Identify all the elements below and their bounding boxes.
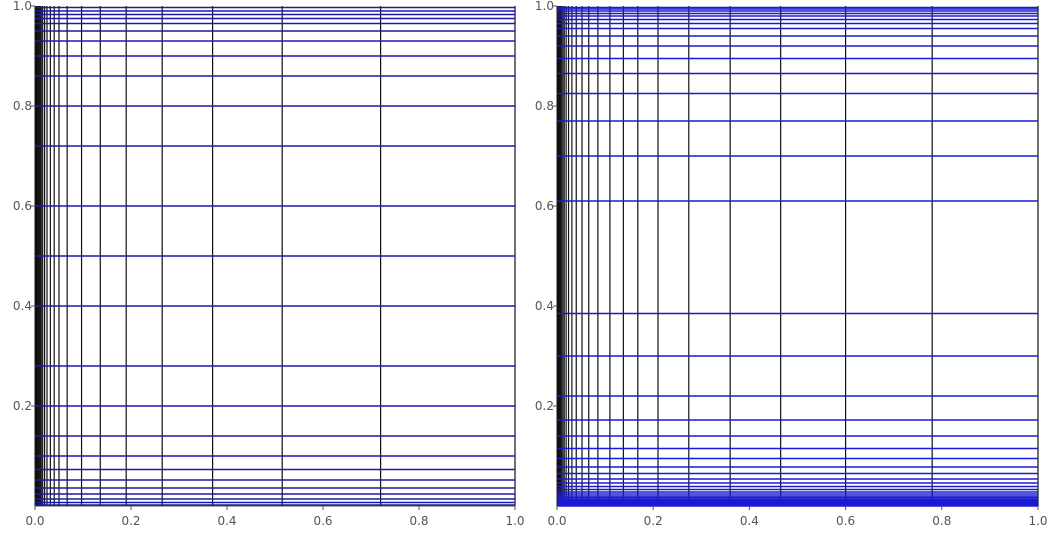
left-chart-panel: 0.0 0.2 0.4 0.6 0.8 1.0 0.2 0.4 0.6 0.8 1.0 xyxy=(13,0,525,528)
x-tick-label: 0.4 xyxy=(217,514,236,528)
x-tick-label: 1.0 xyxy=(1028,514,1047,528)
y-tick-label: 0.6 xyxy=(13,199,32,213)
y-tick-label: 0.2 xyxy=(535,399,554,413)
x-tick-label: 0.8 xyxy=(409,514,428,528)
x-tick-label: 0.0 xyxy=(547,514,566,528)
y-tick-label: 0.2 xyxy=(13,399,32,413)
horizontal-line-series xyxy=(557,6,1038,507)
y-tick-label: 0.4 xyxy=(535,299,554,313)
horizontal-line-series xyxy=(35,6,515,506)
y-tick-label: 0.6 xyxy=(535,199,554,213)
x-tick-label: 0.6 xyxy=(836,514,855,528)
y-tick-label: 1.0 xyxy=(535,0,554,13)
x-tick-label: 0.8 xyxy=(932,514,951,528)
x-tick-label: 0.0 xyxy=(25,514,44,528)
x-tick-label: 1.0 xyxy=(505,514,524,528)
y-tick-label: 1.0 xyxy=(13,0,32,13)
x-tick-label: 0.2 xyxy=(644,514,663,528)
vertical-line-series xyxy=(556,6,1039,506)
x-tick-label: 0.6 xyxy=(313,514,332,528)
y-tick-label: 0.4 xyxy=(13,299,32,313)
y-tick-label: 0.8 xyxy=(535,99,554,113)
y-tick-label: 0.8 xyxy=(13,99,32,113)
x-tick-label: 0.2 xyxy=(121,514,140,528)
right-chart-panel: 0.0 0.2 0.4 0.6 0.8 1.0 0.2 0.4 0.6 0.8 1.0 xyxy=(535,0,1048,528)
x-tick-label: 0.4 xyxy=(740,514,759,528)
